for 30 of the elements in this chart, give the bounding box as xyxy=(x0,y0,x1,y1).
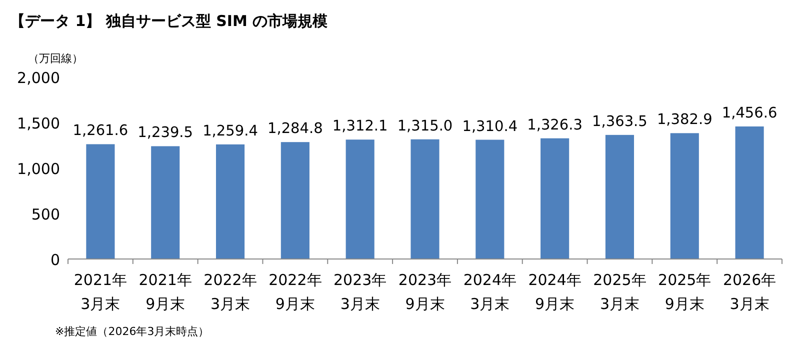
chart-title: 【データ 1】 独自サービス型 SIM の市場規模 xyxy=(10,12,329,30)
data-label: 1,261.6 xyxy=(72,123,128,140)
data-label: 1,326.3 xyxy=(527,117,582,134)
data-label: 1,239.5 xyxy=(138,125,194,142)
y-tick-label: 0 xyxy=(50,251,60,269)
data-label: 1,310.4 xyxy=(462,118,518,135)
text: ※推定値（2026年3月末時点） xyxy=(55,325,210,338)
y-tick-label: 1,500 xyxy=(17,114,60,132)
y-tick-label: 500 xyxy=(31,206,60,224)
data-label: 1,315.0 xyxy=(397,118,453,134)
x-tick-label: 2022年 9月末 xyxy=(268,271,322,313)
x-tick-label: 2021年 3月末 xyxy=(74,271,128,313)
x-tick-label: 2025年 3月末 xyxy=(593,271,646,313)
data-label: 1,456.6 xyxy=(722,105,778,122)
x-tick-label: 2023年 3月末 xyxy=(333,271,387,313)
data-label: 1,259.4 xyxy=(202,123,258,140)
data-label: 1,284.8 xyxy=(268,121,323,138)
x-tick-label: 2021年 9月末 xyxy=(138,271,192,313)
y-axis-title: （万回線） xyxy=(28,52,83,65)
data-label: 1,312.1 xyxy=(332,118,388,135)
x-tick-label: 2026年 3月末 xyxy=(722,271,776,313)
y-tick-label: 2,000 xyxy=(17,69,60,87)
x-tick-label: 2022年 3月末 xyxy=(204,271,257,313)
x-tick-label: 2023年 9月末 xyxy=(398,271,452,313)
data-label: 1,363.5 xyxy=(592,114,648,130)
y-tick-label: 1,000 xyxy=(17,160,60,178)
data-label: 1,382.9 xyxy=(656,112,712,128)
x-tick-label: 2025年 9月末 xyxy=(658,271,712,313)
x-tick-label: 2024年 9月末 xyxy=(528,271,582,313)
x-tick-label: 2024年 3月末 xyxy=(463,271,517,313)
